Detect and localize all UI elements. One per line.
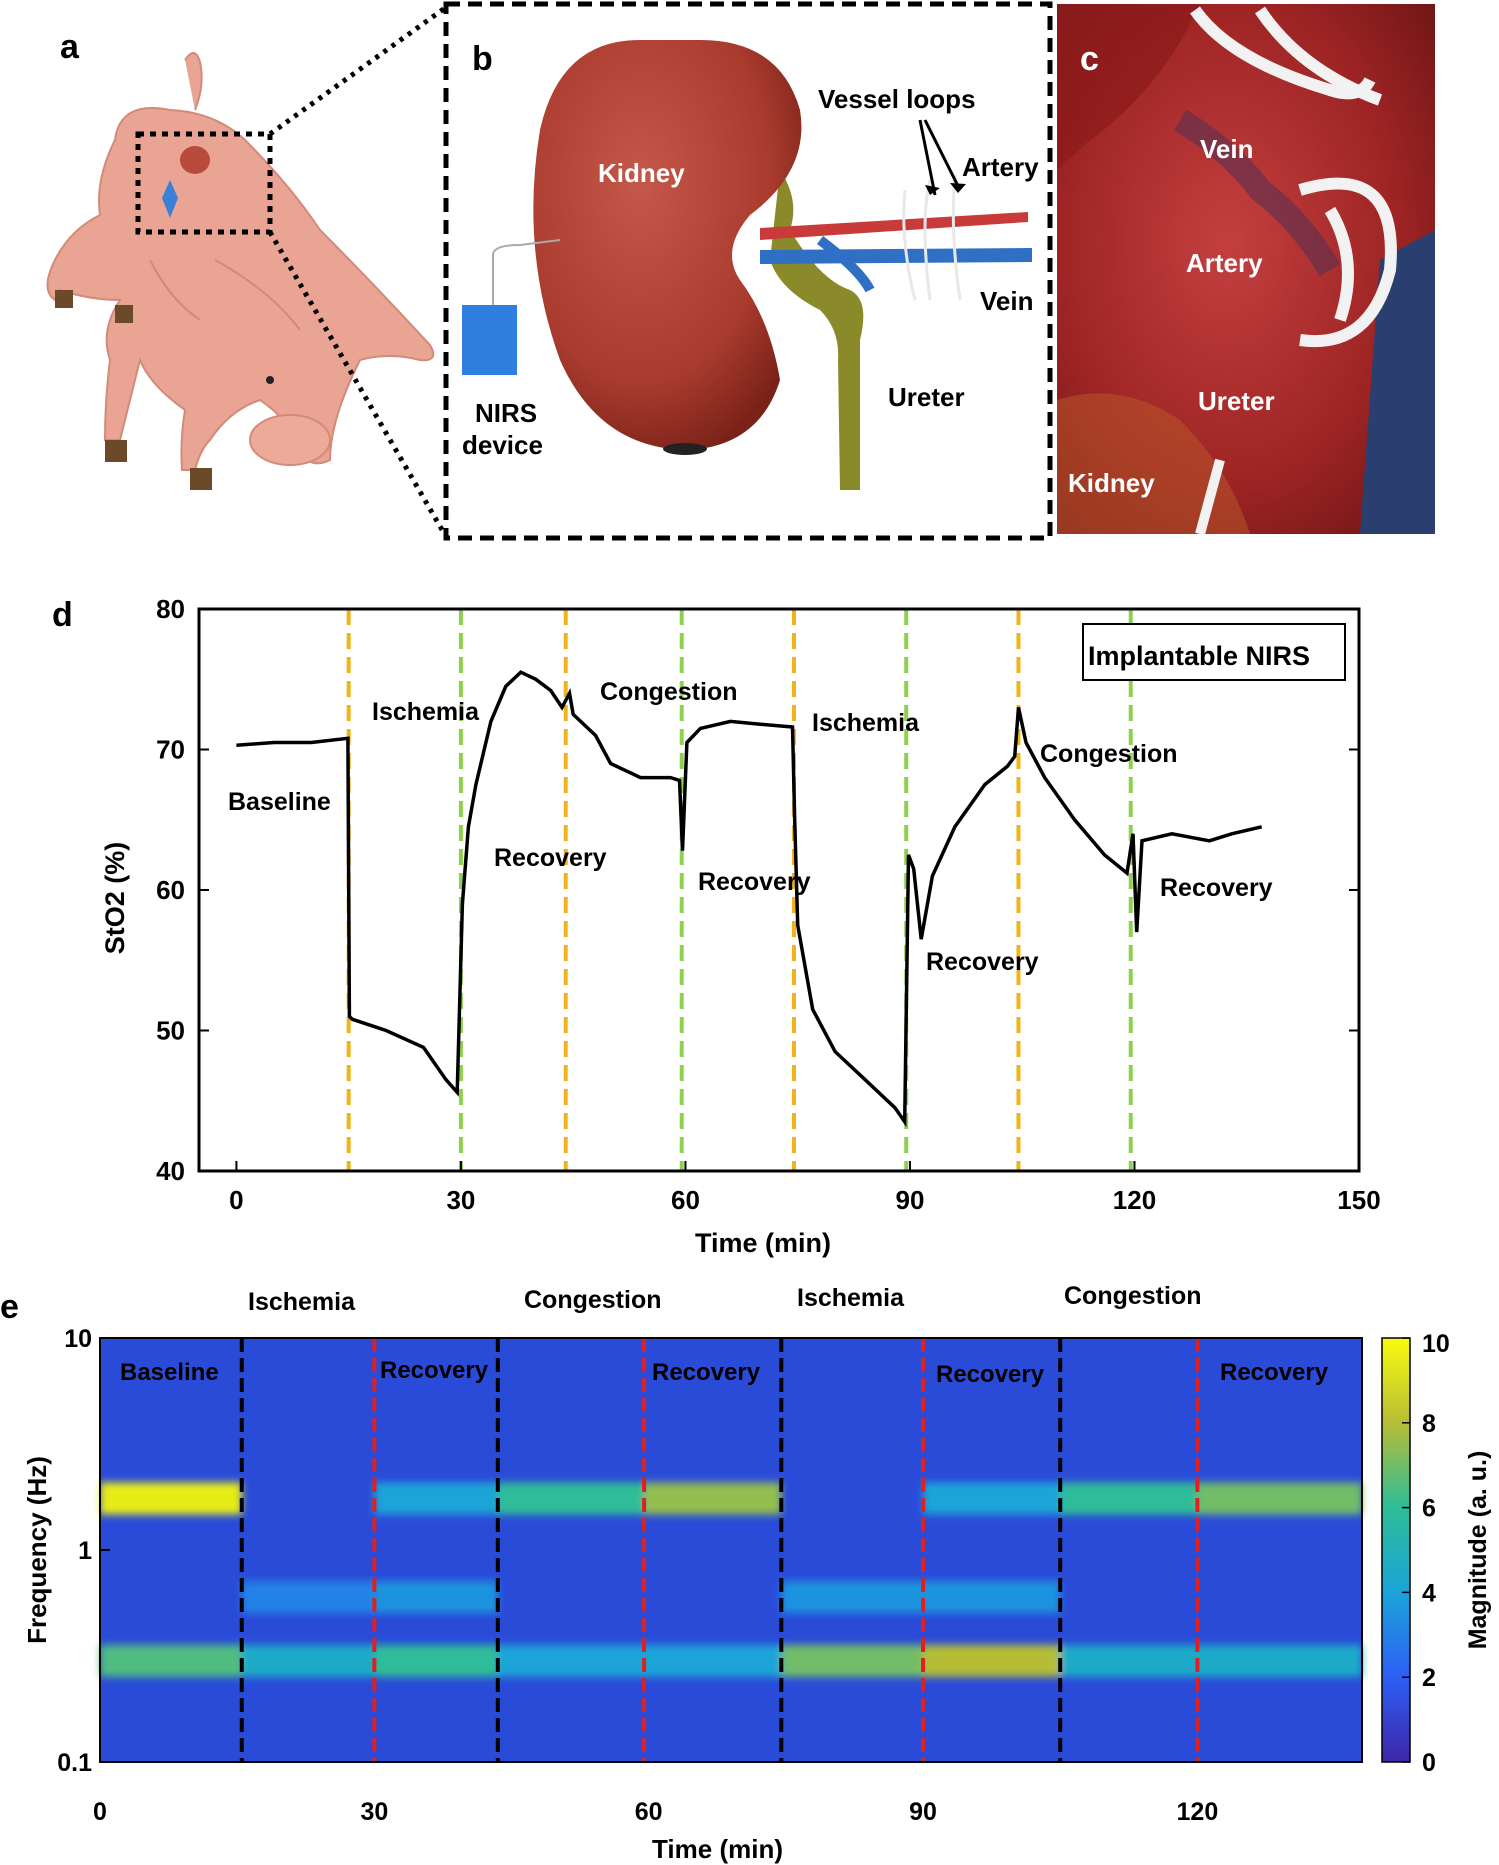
top-label-congestion-1: Congestion	[524, 1286, 662, 1314]
panel-label-e: e	[0, 1288, 19, 1326]
e-y-axis-label: Frequency (Hz)	[22, 1456, 52, 1644]
e-x-axis-label: Time (min)	[652, 1834, 783, 1864]
annot-ischemia-2: Ischemia	[812, 709, 920, 737]
annot-ischemia-1: Ischemia	[372, 698, 480, 726]
panel-label-d: d	[52, 596, 73, 634]
frequency-band-segment	[374, 1482, 498, 1515]
inner-label-recovery-4: Recovery	[1220, 1359, 1329, 1386]
frequency-band-segment	[497, 1644, 782, 1677]
frequency-band-segment	[1060, 1482, 1198, 1515]
colorbar	[1381, 1337, 1411, 1763]
frequency-band-segment	[1060, 1644, 1362, 1677]
annot-congestion-2: Congestion	[1040, 740, 1178, 768]
y-axis-label: StO2 (%)	[100, 842, 130, 955]
frequency-band-segment	[781, 1644, 924, 1677]
y-tick-label: 50	[156, 1016, 185, 1046]
pig-illustration	[46, 52, 435, 490]
frequency-band-segment	[923, 1644, 1061, 1677]
e-x-tick-label: 60	[635, 1798, 663, 1826]
e-x-tick-label: 120	[1177, 1798, 1219, 1826]
frequency-band-segment	[100, 1482, 242, 1515]
x-axis-label: Time (min)	[695, 1228, 831, 1258]
frequency-band-segment	[497, 1482, 645, 1515]
frequency-band-segment	[781, 1581, 924, 1614]
y-tick-label: 40	[156, 1156, 185, 1186]
inner-label-baseline: Baseline	[120, 1359, 219, 1386]
x-tick-label: 150	[1337, 1185, 1380, 1215]
nirs-label-1: NIRS	[475, 398, 537, 428]
e-x-tick-label: 30	[360, 1798, 388, 1826]
e-x-tick-label: 0	[93, 1798, 107, 1826]
spectrogram-background	[100, 1338, 1362, 1762]
frequency-band-segment	[374, 1581, 498, 1614]
annot-baseline: Baseline	[228, 788, 331, 816]
inner-label-recovery-1: Recovery	[380, 1357, 489, 1384]
colorbar-tick-label: 2	[1422, 1664, 1436, 1692]
colorbar-tick-label: 0	[1422, 1749, 1436, 1777]
sto2-series-line	[236, 670, 1263, 1128]
top-label-ischemia-2: Ischemia	[797, 1284, 905, 1312]
annot-recovery-4: Recovery	[1160, 874, 1273, 902]
top-label-congestion-2: Congestion	[1064, 1282, 1202, 1310]
photo-vein-label: Vein	[1200, 134, 1253, 164]
panel-label-b: b	[472, 40, 493, 78]
artery-label: Artery	[962, 152, 1039, 182]
photo-ureter-label: Ureter	[1198, 386, 1275, 416]
x-tick-label: 90	[896, 1185, 925, 1215]
colorbar-tick-label: 8	[1422, 1410, 1436, 1438]
legend-box	[1082, 623, 1346, 681]
e-y-tick-label: 0.1	[57, 1749, 92, 1777]
sto2-line-chart: 0 30 60 90 120 150 40 50 60 70 80 Implantable NIRS…	[100, 594, 1381, 1258]
e-y-tick-label: 1	[78, 1537, 92, 1565]
zoom-box	[135, 131, 273, 235]
x-tick-label: 0	[229, 1185, 243, 1215]
y-tick-label: 60	[156, 875, 185, 905]
colorbar-tick-label: 10	[1422, 1330, 1450, 1358]
annot-recovery-1: Recovery	[494, 844, 607, 872]
colorbar-tick-label: 4	[1422, 1579, 1436, 1607]
e-y-tick-label: 10	[64, 1325, 92, 1353]
colorbar-label: Magnitude (a. u.)	[1464, 1451, 1492, 1650]
panel-label-c: c	[1080, 40, 1099, 78]
vessel-loops-label: Vessel loops	[818, 84, 976, 114]
inner-label-recovery-2: Recovery	[652, 1359, 761, 1386]
kidney-illustration	[462, 40, 1032, 490]
x-tick-label: 120	[1113, 1185, 1156, 1215]
frequency-band-segment	[1197, 1482, 1362, 1515]
panel-label-a: a	[60, 28, 79, 66]
frequency-band-segment	[374, 1644, 498, 1677]
photo-artery-label: Artery	[1186, 248, 1263, 278]
frequency-band-segment	[923, 1581, 1061, 1614]
photo-kidney-label: Kidney	[1068, 468, 1155, 498]
annot-recovery-2: Recovery	[698, 868, 811, 896]
ureter-label: Ureter	[888, 382, 965, 412]
frequency-band-segment	[644, 1482, 782, 1515]
frequency-band-segment	[100, 1644, 242, 1677]
nirs-label-2: device	[462, 430, 543, 460]
surgical-photo	[1057, 4, 1435, 536]
frequency-band-segment	[241, 1581, 375, 1614]
illustration-row: Kidney Vessel loops Artery Vein Ureter N…	[46, 1, 1435, 541]
top-label-ischemia-1: Ischemia	[248, 1288, 356, 1316]
frequency-band-segment	[923, 1482, 1061, 1515]
inner-label-recovery-3: Recovery	[936, 1361, 1045, 1388]
nirs-device-icon	[462, 305, 517, 375]
legend-label: Implantable NIRS	[1088, 641, 1310, 671]
x-tick-label: 30	[446, 1185, 475, 1215]
y-tick-label: 80	[156, 594, 185, 624]
annot-congestion-1: Congestion	[600, 678, 738, 706]
kidney-label: Kidney	[598, 158, 685, 188]
vein-label: Vein	[980, 286, 1033, 316]
e-x-tick-label: 90	[909, 1798, 937, 1826]
colorbar-tick-label: 6	[1422, 1495, 1436, 1523]
y-tick-label: 70	[156, 735, 185, 765]
frequency-band-segment	[241, 1644, 375, 1677]
annot-recovery-3: Recovery	[926, 948, 1039, 976]
x-tick-label: 60	[671, 1185, 700, 1215]
